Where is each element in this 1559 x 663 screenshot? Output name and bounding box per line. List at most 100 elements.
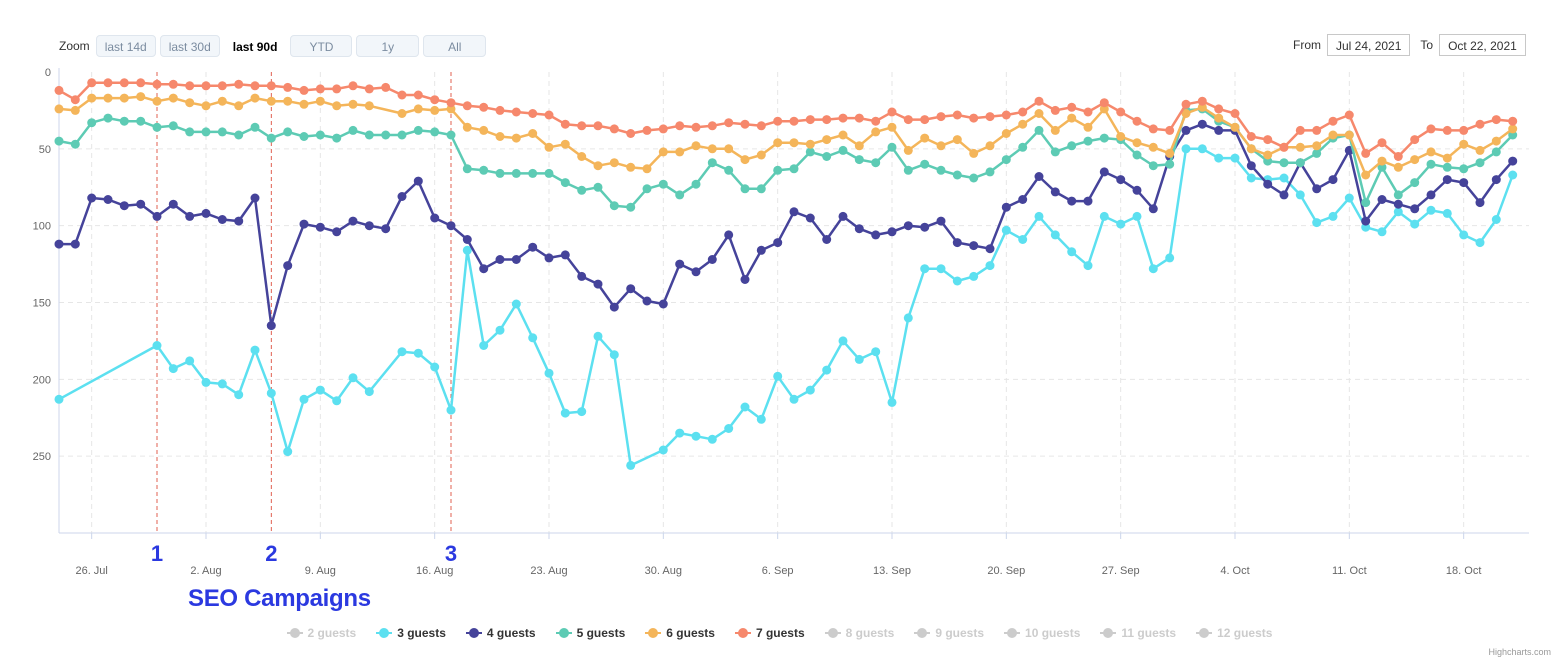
data-point — [1410, 204, 1420, 214]
y-tick-label: 150 — [33, 298, 51, 310]
data-point — [773, 165, 783, 175]
data-point — [1181, 144, 1191, 154]
date-range: From Jul 24, 2021 To Oct 22, 2021 — [1293, 34, 1526, 56]
zoom-button-1y[interactable]: 1y — [356, 35, 420, 57]
data-point — [430, 127, 440, 137]
data-point — [1491, 136, 1501, 146]
data-point — [1083, 196, 1093, 206]
data-point — [822, 365, 832, 375]
data-point — [1067, 247, 1077, 257]
data-point — [1312, 141, 1322, 151]
data-point — [266, 321, 276, 331]
data-point — [1475, 238, 1485, 248]
data-point — [756, 121, 766, 131]
data-point — [822, 152, 832, 161]
data-point — [136, 92, 146, 102]
data-point — [217, 215, 227, 224]
data-point — [250, 93, 260, 103]
legend-item[interactable]: 11 guests — [1100, 626, 1176, 640]
data-point — [1361, 170, 1371, 180]
data-point — [936, 264, 946, 274]
legend-item[interactable]: 7 guests — [734, 626, 805, 640]
data-point — [1459, 164, 1469, 174]
data-point — [1083, 122, 1093, 132]
zoom-button-all[interactable]: All — [423, 35, 487, 57]
data-point — [1214, 153, 1224, 163]
zoom-button-30d[interactable]: last 30d — [159, 35, 220, 57]
legend-marker-icon — [1100, 628, 1117, 638]
legend-item[interactable]: 6 guests — [645, 626, 715, 640]
data-point — [560, 178, 570, 188]
series-3-guests — [54, 144, 1518, 470]
credits-link[interactable]: Highcharts.com — [1488, 647, 1551, 657]
legend-item[interactable]: 5 guests — [555, 626, 625, 640]
data-point — [1377, 156, 1387, 166]
legend-item[interactable]: 4 guests — [465, 626, 536, 640]
data-point — [642, 184, 652, 194]
data-point — [1312, 184, 1322, 194]
data-point — [724, 144, 734, 154]
data-point — [1508, 124, 1518, 134]
data-point — [1034, 96, 1044, 106]
data-point — [511, 168, 521, 178]
data-point — [609, 124, 619, 134]
data-point — [903, 313, 913, 323]
data-point — [626, 162, 636, 172]
data-point — [1295, 190, 1305, 200]
chart-legend: 2 guests 3 guests 4 guests 5 guests 6 guests… — [0, 626, 1559, 640]
y-tick-label: 200 — [33, 374, 51, 386]
data-point — [1295, 142, 1305, 152]
data-point — [1132, 138, 1142, 148]
data-point — [397, 90, 407, 100]
data-point — [1377, 162, 1387, 172]
data-point — [1050, 105, 1060, 115]
data-point — [266, 81, 276, 91]
data-point — [119, 93, 129, 103]
data-point — [511, 255, 521, 264]
data-point — [1034, 125, 1044, 135]
data-point — [234, 101, 244, 111]
data-point — [1508, 170, 1518, 180]
data-point — [511, 107, 521, 117]
data-point — [1001, 129, 1011, 138]
data-point — [1459, 178, 1469, 188]
from-date-input[interactable]: Jul 24, 2021 — [1327, 34, 1411, 56]
data-point — [1018, 119, 1028, 129]
data-point — [903, 145, 913, 155]
data-point — [838, 113, 848, 123]
legend-item[interactable]: 3 guests — [376, 626, 446, 640]
data-point — [1246, 173, 1256, 183]
data-point — [1067, 102, 1077, 112]
data-point — [119, 116, 129, 126]
zoom-button-90d[interactable]: last 90d — [223, 35, 287, 57]
data-point — [462, 245, 472, 255]
data-point — [805, 139, 815, 149]
data-point — [1034, 211, 1044, 221]
data-point — [593, 161, 603, 171]
data-point — [1214, 113, 1224, 123]
data-point — [1263, 150, 1273, 160]
legend-item[interactable]: 12 guests — [1196, 626, 1272, 640]
data-point — [1099, 104, 1109, 114]
data-point — [707, 158, 717, 168]
data-point — [1099, 167, 1109, 177]
data-point — [136, 116, 146, 126]
legend-item[interactable]: 10 guests — [1004, 626, 1080, 640]
data-point — [250, 81, 260, 91]
data-point — [740, 184, 750, 194]
legend-item[interactable]: 9 guests — [914, 626, 984, 640]
data-point — [707, 434, 717, 444]
data-point — [315, 84, 325, 94]
data-point — [152, 122, 162, 132]
data-point — [1491, 175, 1501, 185]
annotation-seo-campaigns: SEO Campaigns — [188, 585, 371, 612]
data-point — [348, 81, 358, 91]
data-point — [1050, 187, 1060, 197]
data-point — [838, 130, 848, 140]
to-date-input[interactable]: Oct 22, 2021 — [1439, 34, 1526, 56]
data-point — [1230, 122, 1240, 132]
zoom-button-ytd[interactable]: YTD — [290, 35, 353, 57]
zoom-button-14d[interactable]: last 14d — [95, 35, 156, 57]
legend-item[interactable]: 8 guests — [824, 626, 894, 640]
legend-item[interactable]: 2 guests — [286, 626, 356, 640]
